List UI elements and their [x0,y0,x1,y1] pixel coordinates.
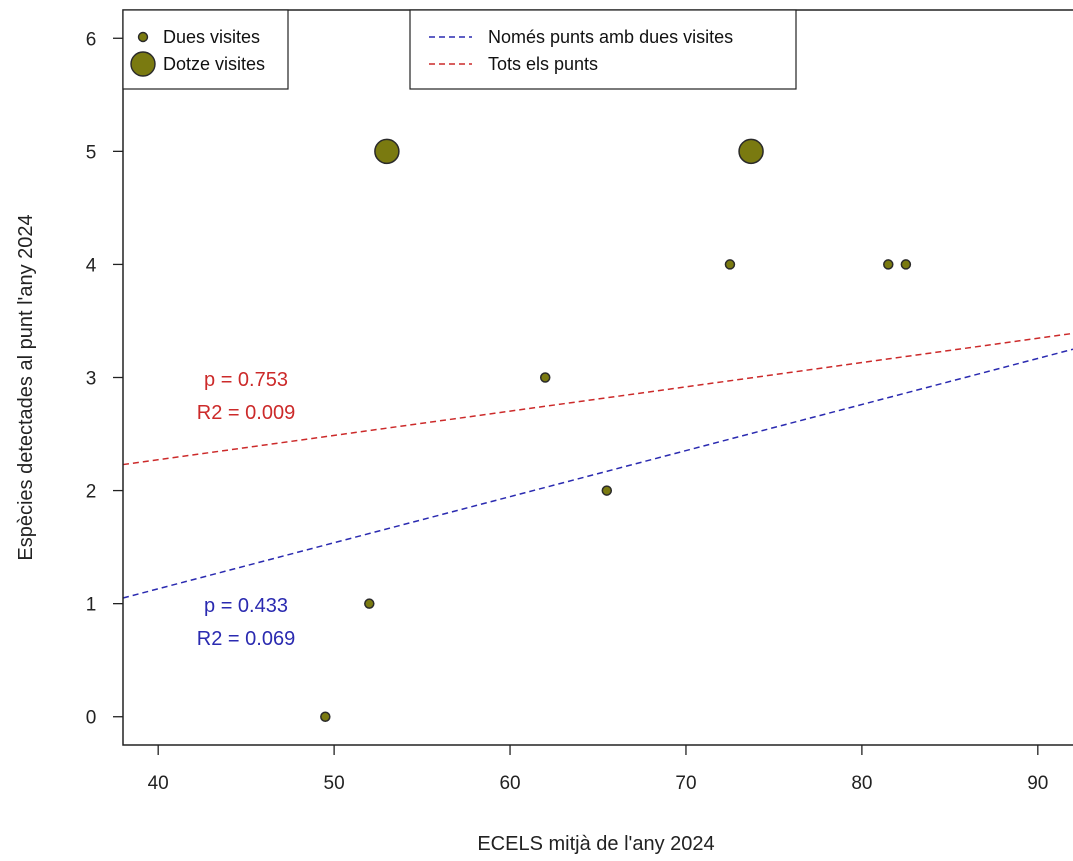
x-axis-label: ECELS mitjà de l'any 2024 [477,833,714,855]
x-tick-label: 40 [148,773,169,794]
data-point-dotze-visites [374,138,400,165]
all-points-r2-value: R2 = 0.009 [197,402,295,424]
x-tick-label: 80 [851,773,872,794]
legend-lines-box [409,9,797,90]
data-point-dues-visites [320,711,331,722]
legend-small-marker [137,31,149,43]
legend-label-all-points-line: Tots els punts [488,54,598,74]
regression-line-all-points [122,332,1073,466]
x-axis-ticks: 40 50 60 70 80 90 [148,745,1048,794]
y-tick-label: 5 [86,142,97,163]
legend-markers: Dues visites Dotze visites [122,9,289,90]
y-axis-ticks: 0 1 2 3 4 5 6 [86,29,123,729]
all-points-p-value: p = 0.753 [204,369,288,391]
data-point-dotze-visites [738,138,764,165]
regression-lines [122,332,1073,599]
y-tick-label: 4 [86,255,97,276]
two-visits-r2-value: R2 = 0.069 [197,628,295,650]
data-point-dues-visites [539,372,551,383]
legend-label-dotze-visites: Dotze visites [163,54,265,74]
legend-markers-box [122,9,289,90]
data-point-dues-visites [883,259,894,270]
y-tick-label: 6 [86,29,97,50]
legend-large-marker [130,51,156,77]
regression-line-two-visits [122,348,1073,599]
data-point-dues-visites [900,259,912,270]
legend-lines: Només punts amb dues visites Tots els pu… [409,9,797,90]
data-point-dues-visites [601,485,613,496]
x-tick-label: 60 [499,773,520,794]
legend-label-two-visits-line: Només punts amb dues visites [488,27,733,47]
y-tick-label: 0 [86,708,97,729]
y-axis-label: Espècies detectades al punt l'any 2024 [15,214,37,560]
y-tick-label: 3 [86,369,97,390]
data-points [320,138,912,722]
x-tick-label: 90 [1027,773,1048,794]
two-visits-p-value: p = 0.433 [204,595,288,617]
x-tick-label: 70 [675,773,696,794]
x-tick-label: 50 [324,773,345,794]
y-tick-label: 2 [86,482,97,503]
data-point-dues-visites [364,598,375,609]
legend-label-dues-visites: Dues visites [163,27,260,47]
data-point-dues-visites [724,259,736,270]
y-tick-label: 1 [86,595,97,616]
